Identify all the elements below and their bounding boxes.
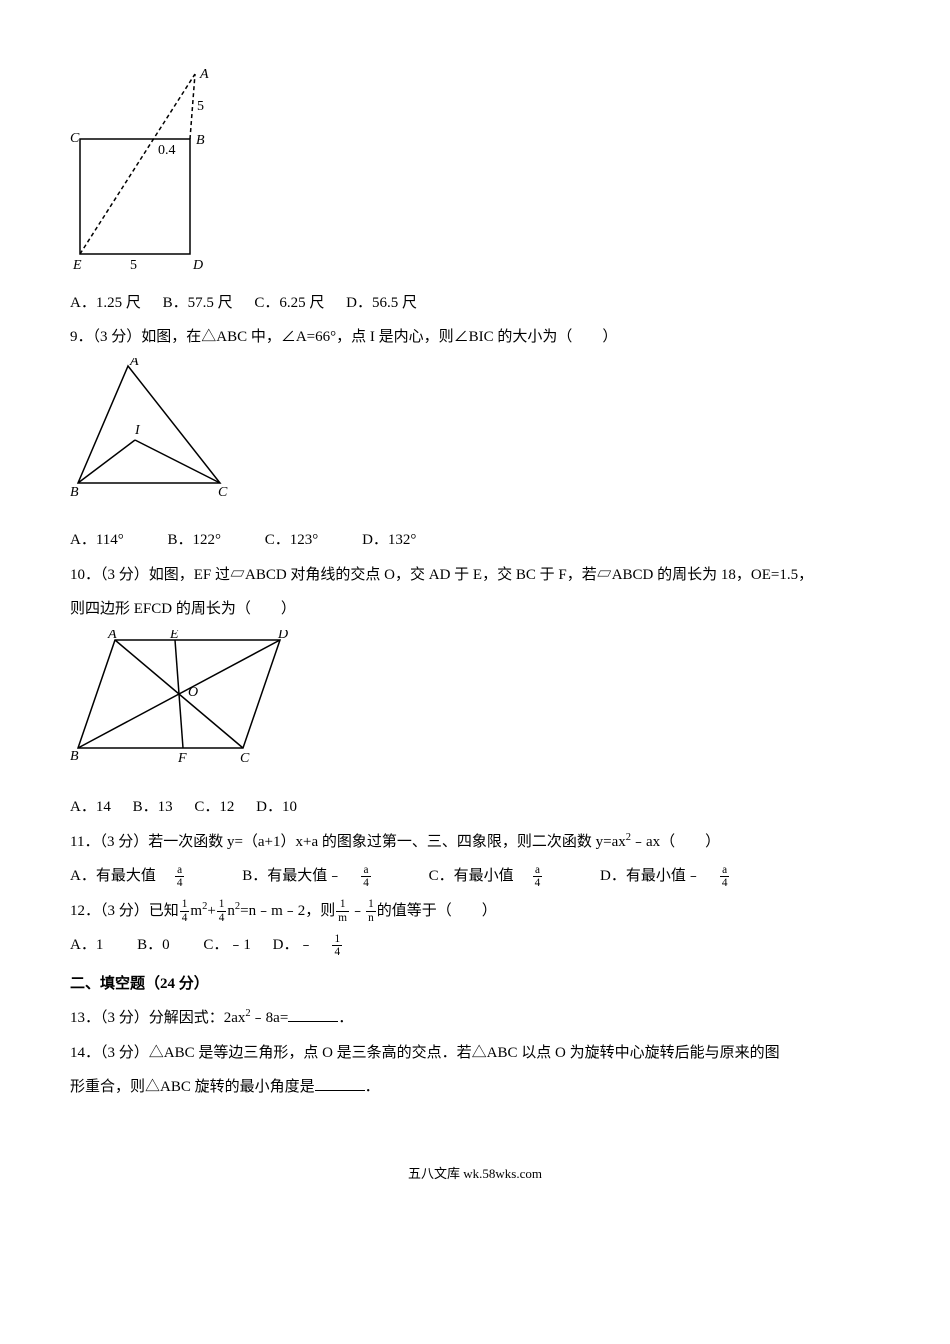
q8-opt-B: B．57.5 尺 [163,289,233,318]
label-I: I [134,423,141,438]
figure-q10: A D B C E F O [70,630,880,776]
q9-opt-B: B．122° [168,526,222,555]
q10-opt-A: A．14 [70,793,111,822]
footer: 五八文库 wk.58wks.com [70,1162,880,1187]
q12-opt-B: B．0 [137,931,170,960]
blank-q14 [315,1075,365,1091]
q10-line2: 则四边形 EFCD 的周长为（ ） [70,595,880,624]
q9-text: 9．（3 分）如图，在△ABC 中，∠A=66°，点 I 是内心，则∠BIC 的… [70,323,880,352]
q11-options: A．有最大值a4 B．有最大值﹣a4 C．有最小值a4 D．有最小值﹣a4 [70,862,880,891]
q10-opt-D: D．10 [256,793,297,822]
q8-opt-D: D．56.5 尺 [346,289,417,318]
q12-opt-D: D．﹣14 [273,931,378,960]
label-E: E [169,630,179,642]
q8-opt-C: C．6.25 尺 [254,289,324,318]
label-D: D [192,258,203,273]
label-5b: 5 [130,258,137,273]
label-B: B [70,749,79,764]
label-A: A [129,358,139,369]
q11-mid: ﹣ax（ ） [631,834,720,850]
q10-line1: 10．（3 分）如图，EF 过▱ABCD 对角线的交点 O，交 AD 于 E，交… [70,561,880,590]
label-F: F [177,751,187,765]
label-B: B [196,133,205,148]
label-E: E [72,258,82,273]
q12-text: 12．（3 分）已知14m2+14n2=n﹣m﹣2，则1m﹣1n的值等于（ ） [70,897,880,926]
label-04: 0.4 [158,143,176,158]
label-5a: 5 [197,99,204,114]
q13: 13．（3 分）分解因式：2ax2﹣8a=． [70,1004,880,1033]
q11-opt-A: A．有最大值a4 [70,862,220,891]
figure-q9: A B C I [70,358,880,509]
section2-header: 二、填空题（24 分） [70,970,880,999]
q14-line1: 14．（3 分）△ABC 是等边三角形，点 O 是三条高的交点．若△ABC 以点… [70,1039,880,1068]
label-C: C [240,751,250,765]
label-A: A [107,630,117,642]
q12-opt-A: A．1 [70,931,103,960]
label-C: C [218,485,228,498]
q8-options: A．1.25 尺 B．57.5 尺 C．6.25 尺 D．56.5 尺 [70,289,880,318]
q10-opt-C: C．12 [194,793,234,822]
q12-opt-C: C．﹣1 [203,931,251,960]
label-A: A [199,67,209,82]
label-O: O [188,685,198,700]
label-C: C [70,131,80,146]
q10-opt-B: B．13 [133,793,173,822]
q11-opt-D: D．有最小值﹣a4 [600,862,765,891]
blank-q13 [288,1006,338,1022]
q9-options: A．114° B．122° C．123° D．132° [70,526,880,555]
q11-opt-C: C．有最小值a4 [429,862,579,891]
q11-opt-B: B．有最大值﹣a4 [242,862,407,891]
label-B: B [70,485,79,498]
figure-q8: A B C D E 5 0.4 5 [70,64,880,285]
q9-opt-C: C．123° [265,526,319,555]
q11-prefix: 11．（3 分）若一次函数 y=（a+1）x+a 的图象过第一、三、四象限，则二… [70,834,626,850]
q8-opt-A: A．1.25 尺 [70,289,141,318]
label-D: D [277,630,288,642]
q11-text: 11．（3 分）若一次函数 y=（a+1）x+a 的图象过第一、三、四象限，则二… [70,828,880,857]
q9-opt-A: A．114° [70,526,124,555]
q14-line2: 形重合，则△ABC 旋转的最小角度是． [70,1073,880,1102]
q12-options: A．1 B．0 C．﹣1 D．﹣14 [70,931,880,960]
q10-options: A．14 B．13 C．12 D．10 [70,793,880,822]
q9-opt-D: D．132° [362,526,416,555]
